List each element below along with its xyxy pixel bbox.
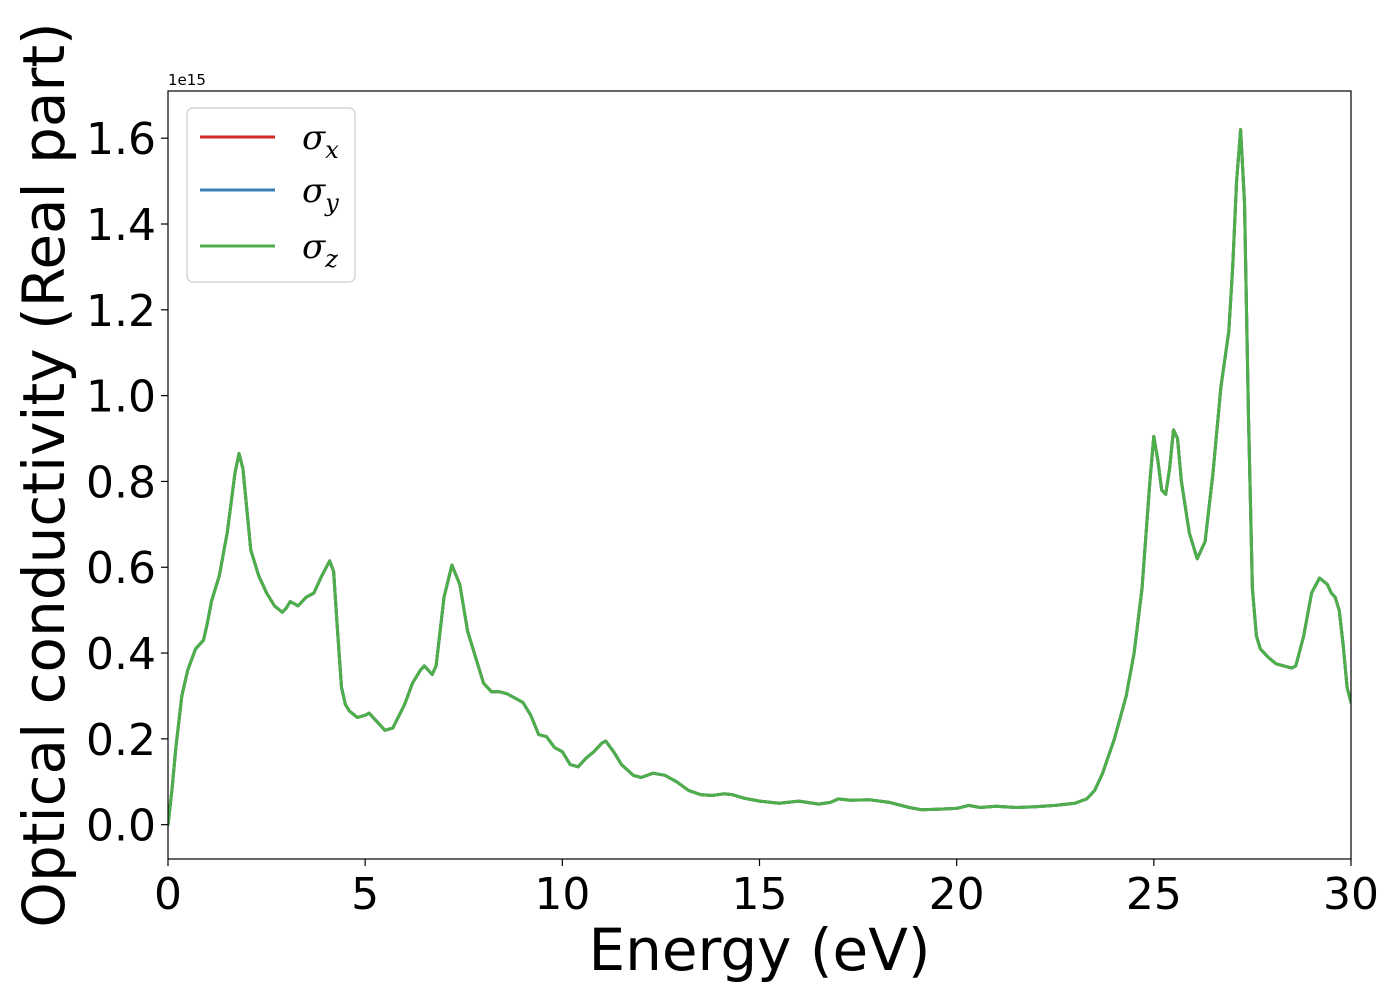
legend-label: σx — [302, 118, 339, 164]
legend-symbol: σ — [302, 118, 326, 158]
y-tick-label: 1.2 — [86, 286, 156, 337]
x-axis: 0 5 10 15 20 25 30 — [154, 859, 1379, 920]
legend-subscript: z — [324, 245, 338, 273]
y-tick-label: 1.4 — [86, 200, 156, 251]
x-axis-title: Energy (eV) — [588, 916, 930, 984]
x-tick-label: 5 — [351, 869, 379, 920]
legend-box — [186, 107, 356, 283]
y-tick-label: 1.6 — [86, 114, 156, 165]
x-tick-label: 10 — [534, 869, 590, 920]
x-tick-label: 30 — [1323, 869, 1379, 920]
legend-subscript: y — [324, 189, 339, 217]
legend-label: σz — [302, 227, 338, 273]
y-offset-label: 1e15 — [168, 71, 206, 89]
y-tick-label: 0.6 — [86, 543, 156, 594]
y-tick-label: 0.4 — [86, 629, 156, 680]
x-tick-label: 25 — [1126, 869, 1182, 920]
legend-symbol: σ — [302, 171, 326, 211]
y-axis: 0.0 0.2 0.4 0.6 0.8 1.0 1.2 1.4 1.6 — [86, 114, 168, 852]
legend-label: σy — [302, 171, 339, 217]
y-tick-label: 0.0 — [86, 801, 156, 852]
legend-symbol: σ — [302, 227, 326, 267]
y-tick-label: 1.0 — [86, 372, 156, 423]
x-tick-label: 15 — [732, 869, 788, 920]
series-lines — [168, 128, 1351, 827]
y-tick-label: 0.2 — [86, 715, 156, 766]
series-line-sigma-z — [168, 128, 1351, 827]
x-tick-label: 20 — [929, 869, 985, 920]
legend-subscript: x — [325, 136, 339, 164]
y-axis-title: Optical conductivity (Real part) — [10, 22, 78, 927]
y-tick-label: 0.8 — [86, 457, 156, 508]
x-tick-label: 0 — [154, 869, 182, 920]
